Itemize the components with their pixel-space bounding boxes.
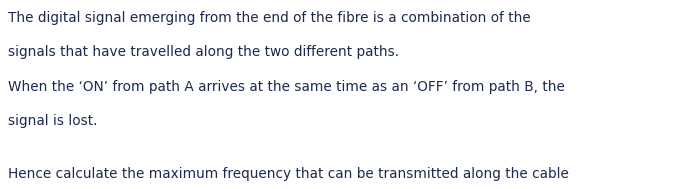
Text: signals that have travelled along the two different paths.: signals that have travelled along the tw… [8, 45, 399, 59]
Text: signal is lost.: signal is lost. [8, 114, 98, 128]
Text: When the ‘ON’ from path A arrives at the same time as an ‘OFF’ from path B, the: When the ‘ON’ from path A arrives at the… [8, 80, 565, 94]
Text: Hence calculate the maximum frequency that can be transmitted along the cable: Hence calculate the maximum frequency th… [8, 167, 569, 181]
Text: The digital signal emerging from the end of the fibre is a combination of the: The digital signal emerging from the end… [8, 11, 531, 25]
